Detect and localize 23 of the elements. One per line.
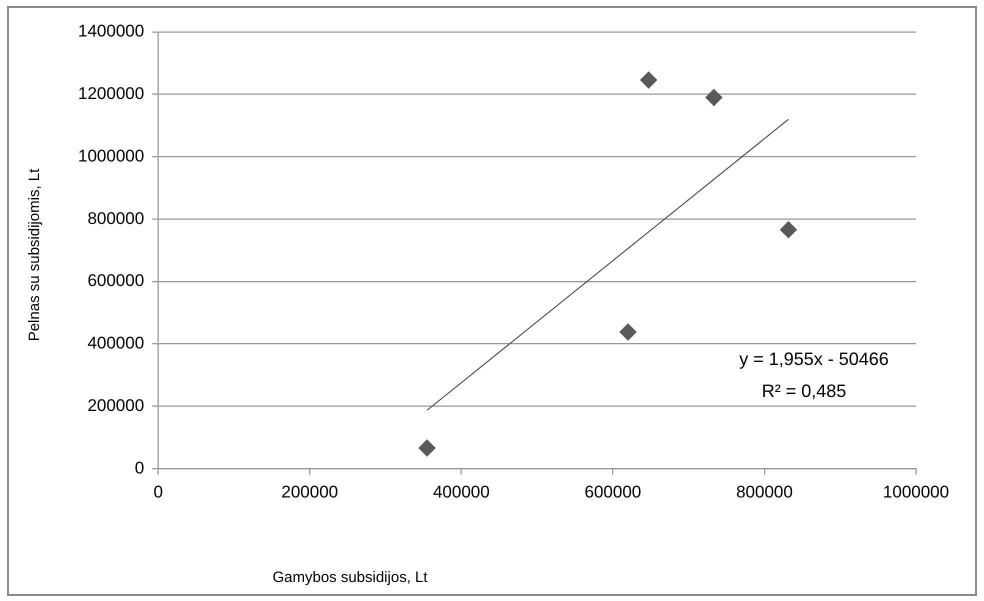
y-tick-label: 0 <box>134 458 144 478</box>
x-tick-label: 200000 <box>281 482 338 502</box>
x-tick-label: 400000 <box>432 482 490 502</box>
point <box>620 324 637 341</box>
y-axis-title: Pelnas su subsidijomis, Lt <box>26 168 44 342</box>
x-axis-title: Gamybos subsidijos, Lt <box>272 569 428 586</box>
annotation: y = 1,955x - 50466 <box>739 348 889 369</box>
y-tick-label: 400000 <box>87 334 144 353</box>
x-tick-label: 800000 <box>736 482 793 502</box>
y-tick-label: 200000 <box>87 396 144 415</box>
y-tick-label: 1200000 <box>78 84 144 104</box>
x-tick-label: 0 <box>153 482 163 502</box>
point <box>780 221 797 238</box>
y-tick-label: 800000 <box>87 208 144 228</box>
y-tick-label: 1400000 <box>78 22 144 41</box>
y-tick-label: 600000 <box>87 271 144 290</box>
point <box>640 72 658 89</box>
x-tick-label: 1000000 <box>882 482 950 502</box>
y-tick-label: 1000000 <box>78 146 144 166</box>
annotation: R² = 0,485 <box>762 380 846 401</box>
x-tick-label: 600000 <box>584 482 642 502</box>
point <box>705 88 722 106</box>
point <box>418 440 436 457</box>
